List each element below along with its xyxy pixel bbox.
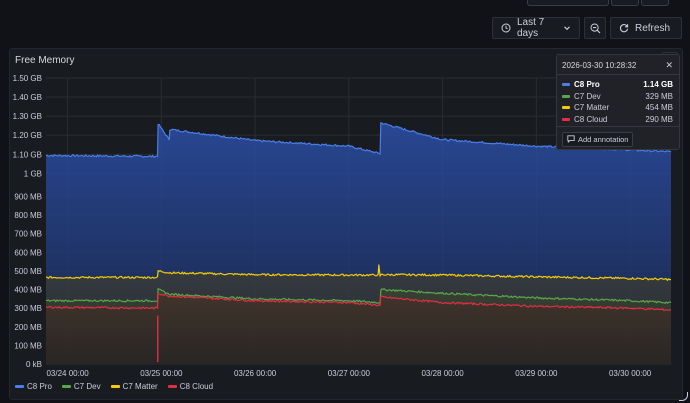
x-tick-label: 03/28 00:00 (421, 369, 464, 378)
series-area-c8-cloud (46, 293, 671, 364)
legend-swatch (15, 385, 24, 388)
y-tick-label: 900 MB (14, 192, 42, 201)
legend-swatch (110, 385, 120, 388)
legend-label: C7 Dev (73, 382, 101, 391)
y-tick-label: 600 MB (14, 248, 42, 257)
y-tick-label: 400 MB (14, 286, 42, 295)
tooltip-swatch (562, 117, 570, 121)
chevron-down-icon (563, 24, 571, 32)
y-tick-label: 0 kB (26, 360, 42, 369)
tooltip-row: C8 Pro 1.14 GB (562, 79, 673, 90)
legend-swatch (61, 385, 71, 388)
series-line-c7-matter[interactable] (45, 264, 672, 282)
top-toolbar-fragment-2 (611, 0, 639, 6)
panel-title[interactable]: Free Memory (15, 55, 75, 66)
y-tick-label: 1.10 GB (13, 150, 42, 159)
tooltip-divider (557, 74, 679, 75)
refresh-icon (619, 23, 629, 33)
legend-item-c8-cloud[interactable]: C8 Cloud (167, 382, 214, 391)
zoom-out-button[interactable] (584, 17, 606, 39)
top-toolbar-fragment-1 (527, 0, 609, 6)
add-annotation-button[interactable]: Add annotation (562, 132, 634, 147)
tooltip-row: C7 Matter 454 MB (562, 102, 673, 113)
tooltip-swatch (562, 106, 570, 109)
time-range-label: Last 7 days (517, 17, 545, 39)
x-tick-label: 03/27 00:00 (328, 369, 371, 378)
top-toolbar-fragment-3 (641, 0, 669, 6)
zoom-out-icon (590, 23, 601, 34)
legend-label: C7 Matter (122, 382, 158, 391)
clock-icon (501, 23, 511, 33)
tooltip-series-name: C7 Matter (574, 103, 610, 112)
refresh-label: Refresh (635, 22, 671, 34)
x-tick-label: 03/29 00:00 (515, 369, 558, 378)
chart-legend: C8 Pro C7 Dev C7 Matter C8 Cloud (15, 382, 213, 391)
tooltip-divider-2 (557, 126, 679, 127)
x-tick-label: 03/26 00:00 (234, 369, 277, 378)
y-tick-label: 700 MB (14, 230, 42, 239)
tooltip-series-value: 290 MB (645, 114, 673, 124)
x-tick-label: 03/24 00:00 (46, 369, 89, 378)
legend-label: C8 Cloud (179, 382, 214, 391)
tooltip-series-value: 1.14 GB (643, 80, 673, 89)
series-line-c7-dev[interactable] (45, 287, 672, 305)
refresh-button[interactable]: Refresh (610, 17, 682, 39)
y-tick-label: 100 MB (14, 341, 42, 350)
series-line-c8-cloud[interactable] (45, 292, 671, 312)
legend-item-c8-pro[interactable]: C8 Pro (15, 382, 52, 391)
hover-tooltip: 2026-03-30 10:28:32 ✕ C8 Pro 1.14 GB C7 De… (556, 54, 680, 150)
x-tick-label: 03/30 00:00 (609, 369, 652, 378)
time-range-picker[interactable]: Last 7 days (492, 17, 580, 39)
resize-handle[interactable] (679, 392, 688, 401)
y-tick-label: 800 MB (14, 211, 42, 220)
x-tick-label: 03/25 00:00 (140, 369, 183, 378)
y-tick-label: 200 MB (14, 323, 42, 332)
tooltip-series-name: C8 Pro (574, 80, 600, 89)
legend-item-c7-dev[interactable]: C7 Dev (61, 382, 101, 391)
close-icon[interactable]: ✕ (665, 60, 673, 70)
tooltip-timestamp: 2026-03-30 10:28:32 (562, 61, 637, 70)
y-tick-label: 500 MB (14, 267, 42, 276)
legend-item-c7-matter[interactable]: C7 Matter (110, 382, 158, 391)
legend-label: C8 Pro (27, 382, 52, 391)
y-tick-label: 1.40 GB (13, 93, 42, 102)
tooltip-row: C8 Cloud 290 MB (562, 114, 673, 125)
tooltip-row: C7 Dev 329 MB (562, 91, 673, 102)
y-tick-label: 1.20 GB (13, 131, 42, 140)
y-tick-label: 1.30 GB (13, 112, 42, 121)
tooltip-series-name: C8 Cloud (574, 114, 608, 124)
tooltip-series-value: 329 MB (645, 91, 673, 101)
dashboard-toolbar: Last 7 days Refresh (492, 17, 682, 39)
y-tick-label: 1 GB (24, 169, 42, 178)
tooltip-swatch (562, 83, 570, 86)
add-annotation-label: Add annotation (578, 135, 629, 144)
y-tick-label: 1.50 GB (13, 74, 42, 83)
tooltip-swatch (562, 94, 570, 98)
legend-swatch (167, 385, 177, 388)
comment-icon (567, 134, 575, 145)
tooltip-series-name: C7 Dev (574, 91, 601, 101)
y-tick-label: 300 MB (14, 304, 42, 313)
tooltip-series-value: 454 MB (645, 103, 673, 112)
